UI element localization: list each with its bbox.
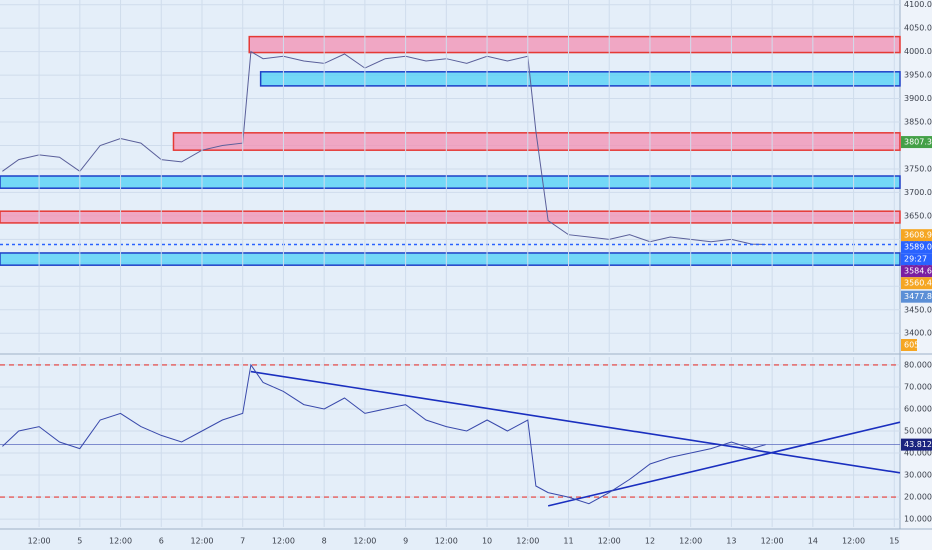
price-label: 3584.67 xyxy=(904,267,932,276)
price-label-badge xyxy=(901,136,932,149)
price-zone xyxy=(0,175,901,189)
volume-label: 605 xyxy=(904,341,919,350)
price-label-badge xyxy=(901,290,932,303)
y-tick-label: 3400.00 xyxy=(904,329,932,338)
countdown-badge xyxy=(901,253,932,266)
price-label: 3477.87 xyxy=(904,292,932,301)
y-tick-label: 4050.00 xyxy=(904,24,932,33)
x-tick-label: 8 xyxy=(322,537,327,546)
x-tick-label: 7 xyxy=(240,537,245,546)
x-tick-label: 15 xyxy=(889,537,899,546)
x-tick-label: 9 xyxy=(403,537,408,546)
series-line xyxy=(2,50,766,245)
trendline xyxy=(250,370,901,474)
y-tick-label: 20.0000 xyxy=(904,493,932,502)
price-zone xyxy=(0,252,901,266)
x-tick-label: 12:00 xyxy=(109,537,132,546)
y-tick-label: 3900.00 xyxy=(904,94,932,103)
x-tick-label: 12:00 xyxy=(28,537,51,546)
y-tick-label: 10.0000 xyxy=(904,515,932,524)
y-tick-label: 60.0000 xyxy=(904,404,932,413)
x-tick-label: 12:00 xyxy=(598,537,621,546)
y-tick-label: 3650.00 xyxy=(904,211,932,220)
price-zone xyxy=(259,71,901,87)
x-tick-label: 13 xyxy=(726,537,736,546)
y-tick-label: 3750.00 xyxy=(904,164,932,173)
y-tick-label: 30.0000 xyxy=(904,471,932,480)
x-tick-label: 12 xyxy=(645,537,655,546)
y-tick-label: 4100.00 xyxy=(904,0,932,9)
trendline xyxy=(547,421,901,507)
x-tick-label: 12:00 xyxy=(761,537,784,546)
price-label-badge xyxy=(901,241,932,254)
price-zone xyxy=(248,35,901,54)
x-tick-label: 12:00 xyxy=(516,537,539,546)
y-tick-label: 4000.00 xyxy=(904,47,932,56)
x-tick-label: 11 xyxy=(563,537,573,546)
x-tick-label: 10 xyxy=(482,537,492,546)
price-label: 3608.91 xyxy=(904,231,932,240)
y-tick-label: 70.0000 xyxy=(904,382,932,391)
y-tick-label: 3950.00 xyxy=(904,71,932,80)
price-label: 3560.47 xyxy=(904,279,932,288)
price-label-badge xyxy=(901,229,932,242)
price-zone xyxy=(172,132,901,151)
y-tick-label: 80.0000 xyxy=(904,360,932,369)
countdown-label: 29:27 xyxy=(904,255,927,264)
x-tick-label: 14 xyxy=(808,537,818,546)
y-tick-label: 3700.00 xyxy=(904,188,932,197)
x-tick-label: 12:00 xyxy=(353,537,376,546)
price-label: 3589.01 xyxy=(904,243,932,252)
price-zone xyxy=(0,210,901,224)
y-tick-label: 50.0000 xyxy=(904,426,932,435)
current-value-badge xyxy=(901,438,932,451)
x-tick-label: 12:00 xyxy=(272,537,295,546)
x-tick-label: 12:00 xyxy=(190,537,213,546)
x-tick-label: 12:00 xyxy=(435,537,458,546)
x-tick-label: 5 xyxy=(77,537,82,546)
price-label: 3807.31 xyxy=(904,138,932,147)
price-label-badge xyxy=(901,265,932,278)
y-tick-label: 3850.00 xyxy=(904,118,932,127)
y-tick-label: 3450.00 xyxy=(904,305,932,314)
volume-badge xyxy=(901,339,917,351)
series-line xyxy=(2,363,766,505)
price-label-badge xyxy=(901,277,932,290)
y-tick-label: 40.0000 xyxy=(904,449,932,458)
x-tick-label: 12:00 xyxy=(842,537,865,546)
x-tick-label: 6 xyxy=(159,537,164,546)
x-tick-label: 12:00 xyxy=(679,537,702,546)
current-value-label: 43.8129 xyxy=(904,440,932,449)
